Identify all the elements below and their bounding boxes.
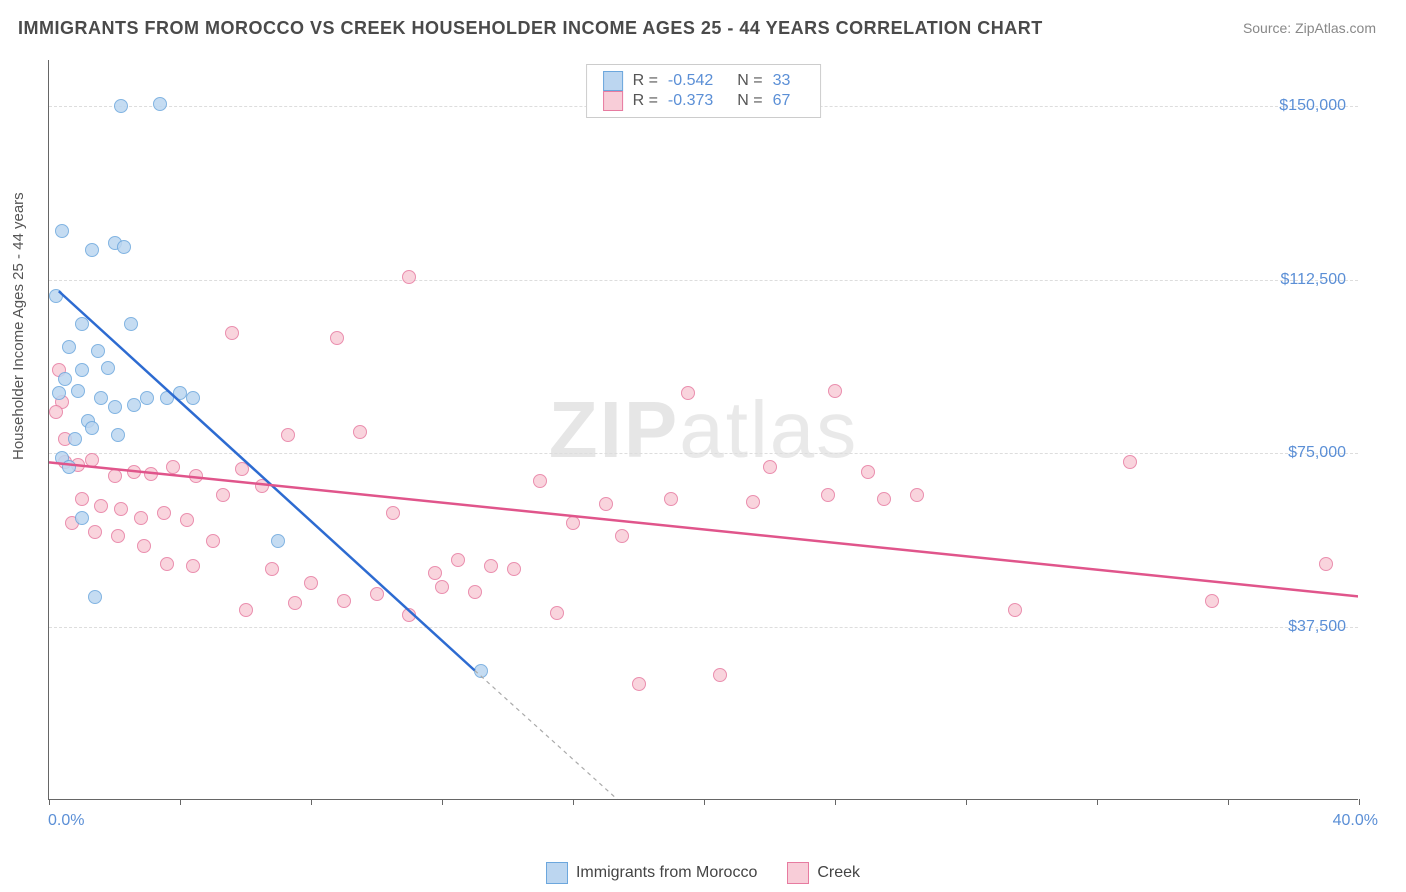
corr-row-creek: R = -0.373 N = 67: [603, 91, 805, 111]
source-attribution: Source: ZipAtlas.com: [1243, 20, 1376, 36]
y-tick-label: $112,500: [1280, 271, 1346, 289]
x-tick: [704, 799, 705, 805]
r-label: R =: [633, 92, 658, 110]
n-value-morocco: 33: [773, 72, 791, 90]
legend-item-creek: Creek: [787, 862, 860, 884]
regression-lines: [49, 60, 1358, 799]
y-tick-label: $75,000: [1288, 444, 1346, 462]
x-tick: [311, 799, 312, 805]
legend-label-creek: Creek: [817, 864, 860, 882]
swatch-morocco: [603, 71, 623, 91]
swatch-creek: [603, 91, 623, 111]
r-value-morocco: -0.542: [668, 72, 713, 90]
correlation-legend: R = -0.542 N = 33 R = -0.373 N = 67: [586, 64, 822, 118]
r-label: R =: [633, 72, 658, 90]
chart-title: IMMIGRANTS FROM MOROCCO VS CREEK HOUSEHO…: [18, 18, 1043, 39]
y-axis-label: Householder Income Ages 25 - 44 years: [10, 192, 27, 460]
y-tick-label: $37,500: [1288, 618, 1346, 636]
legend-swatch-creek: [787, 862, 809, 884]
x-tick: [180, 799, 181, 805]
r-value-creek: -0.373: [668, 92, 713, 110]
n-label: N =: [737, 92, 762, 110]
source-prefix: Source:: [1243, 20, 1295, 36]
regression-line-creek: [49, 462, 1358, 596]
x-tick: [835, 799, 836, 805]
chart-plot-inner: ZIPatlas: [49, 60, 1358, 799]
source-name: ZipAtlas.com: [1295, 20, 1376, 36]
x-tick: [49, 799, 50, 805]
y-tick-label: $150,000: [1279, 97, 1346, 115]
x-tick: [442, 799, 443, 805]
legend-item-morocco: Immigrants from Morocco: [546, 862, 757, 884]
x-tick: [1359, 799, 1360, 805]
x-max-label: 40.0%: [1333, 812, 1378, 830]
legend-swatch-morocco: [546, 862, 568, 884]
n-value-creek: 67: [773, 92, 791, 110]
x-tick: [1097, 799, 1098, 805]
chart-plot-area: ZIPatlas $37,500$75,000$112,500$150,000 …: [48, 60, 1358, 800]
x-tick: [966, 799, 967, 805]
n-label: N =: [737, 72, 762, 90]
legend-label-morocco: Immigrants from Morocco: [576, 864, 757, 882]
x-min-label: 0.0%: [48, 812, 84, 830]
series-legend: Immigrants from Morocco Creek: [0, 862, 1406, 884]
regression-line-morocco: [59, 291, 475, 670]
corr-row-morocco: R = -0.542 N = 33: [603, 71, 805, 91]
x-tick: [573, 799, 574, 805]
x-tick: [1228, 799, 1229, 805]
regression-ext-morocco: [475, 671, 639, 800]
